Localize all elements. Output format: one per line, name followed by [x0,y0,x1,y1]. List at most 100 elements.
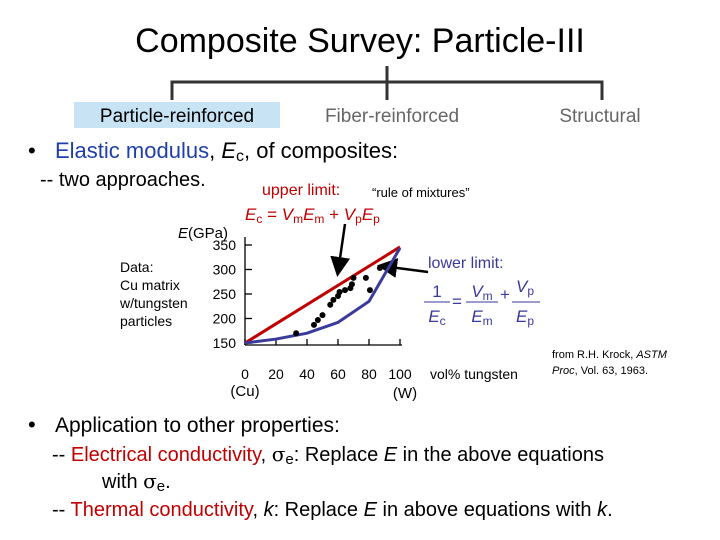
note-line: particles [120,313,172,329]
data-point [376,265,383,272]
var: σ [143,469,157,493]
eq-part: E [516,307,528,326]
var: k [264,499,275,521]
x-tick-label: 0 [241,366,249,382]
data-point [310,321,317,328]
data-point [327,301,334,308]
eq-sub: c [256,212,262,226]
eq-part: Vp [516,277,534,298]
text-part: . [165,471,171,493]
note-line: Data: [120,259,153,275]
sub: e [285,451,293,468]
note: Data: Cu matrix w/tungsten particles [119,259,192,329]
y-tick-label: 150 [213,335,237,351]
highlight: Elastic modulus [55,138,209,163]
tab: Structural [559,106,640,127]
x-tick-label: 20 [268,366,284,382]
y-tick-label: 350 [213,237,237,253]
var: E [221,138,236,163]
text-part: ASTM [635,349,667,361]
eq-part: 1 [432,282,441,301]
eq-sub: p [527,284,534,298]
note-line: w/tungsten [119,295,188,311]
x-tick-label: 40 [299,366,315,382]
tab: Fiber-reinforced [325,106,459,127]
eq-part: = [452,292,462,311]
text-part: , [252,499,263,521]
eq-part: Em [471,307,492,328]
data-point [319,312,326,319]
text-part: : Replace [294,444,384,466]
text-part: from R.H. Krock, [552,349,636,361]
text-part: (GPa) [188,225,228,242]
eq-part: + [324,205,343,224]
data-point [350,274,357,281]
bound-name: upper limit: [262,182,340,199]
title: Composite Survey: Particle-III [135,22,585,60]
arrow [330,223,351,277]
bracket-lines [170,66,604,100]
data-point [314,316,321,323]
text-part: in the above equations [397,444,604,466]
y-tick-label: 200 [213,311,237,327]
text-part: . [607,499,613,521]
var: E [384,444,398,466]
text-part: , [209,138,221,163]
rule-note: “rule of mixtures” [372,185,470,200]
text-part: -- [52,444,71,466]
data-point [330,296,337,303]
y-label: E(GPa) [178,225,228,242]
tree-bracket [170,66,604,100]
sub-bullet: with σe. [101,469,171,495]
data-point [366,287,373,294]
eq-part: = [262,205,281,224]
x-tick-label: 80 [361,366,377,382]
eq-part: V [282,205,295,224]
eq-part: + [500,285,510,304]
eq-part: E [303,205,315,224]
note-line: Cu matrix [120,277,180,293]
text-part: -- [52,499,71,521]
bound-curve [244,247,402,345]
text-part: , Vol. 63, 1963. [575,365,648,377]
var: E [364,499,378,521]
eq-part: E [362,205,374,224]
eq-part: V [516,277,529,296]
x-tick-label: 100 [388,366,412,382]
y-tick-label: 250 [213,286,237,302]
text-part: , [261,444,272,466]
text-part: Proc [552,365,575,377]
eq-part: Ec [428,307,445,328]
upper-eq: Ec = VmEm + VpEp [245,205,380,226]
text-part: in above equations with [377,499,597,521]
eq-sub: m [314,212,324,226]
eq-sub: p [527,314,534,328]
y-tick-label: 300 [213,262,237,278]
eq-sub: m [293,212,303,226]
lower-eq: 1 Ec = Vm Em + Vp Ep [424,277,540,328]
highlight: Thermal conductivity [71,499,254,521]
tab: Particle-reinforced [100,106,254,127]
eq-part: Vm [471,282,492,303]
bound-name: lower limit: [428,255,504,272]
highlight: Electrical conductivity [71,444,262,466]
source: from R.H. Krock, ASTM Proc, Vol. 63, 1963… [552,349,668,377]
x-tick-label: 60 [330,366,346,382]
eq-part: V [344,205,357,224]
bullet: • [28,412,36,437]
eq-sub: m [483,289,493,303]
sub: c [236,148,244,165]
data-point [336,289,343,296]
x-end-label: (Cu) [230,383,259,400]
eq-part: V [471,282,484,301]
bullet-text: Application to other properties: [55,414,340,437]
sub-bullet: -- two approaches. [40,169,206,191]
eq-sub: m [483,314,493,328]
eq-part: E [428,307,440,326]
eq-part: E [471,307,483,326]
text-part: : Replace [274,499,364,521]
tab-highlight [74,102,280,128]
eq-part: E [245,205,257,224]
